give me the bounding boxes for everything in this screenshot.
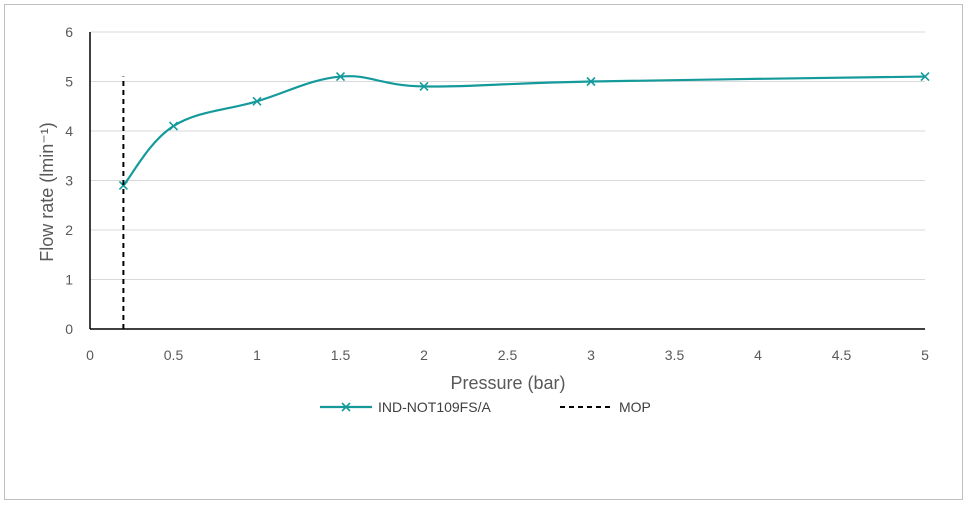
plot-area [118, 71, 930, 329]
x-tick-label: 0 [86, 347, 94, 363]
y-tick-label: 2 [65, 222, 73, 238]
data-point [920, 71, 930, 82]
chart-frame [4, 4, 963, 500]
series-line-ind-not109fs [122, 75, 926, 187]
legend-label: MOP [619, 399, 651, 415]
x-tick-labels: 0 0.5 1 1.5 2 2.5 3 3.5 4 4.5 5 [86, 347, 929, 363]
x-tick-label: 1.5 [331, 347, 351, 363]
data-point [586, 76, 596, 87]
y-tick-label: 5 [65, 74, 73, 90]
gridlines [90, 31, 925, 280]
legend-item: IND-NOT109FS/A [320, 399, 491, 415]
data-point [335, 71, 346, 82]
x-tick-label: 4 [754, 347, 762, 363]
data-point [252, 96, 262, 106]
x-tick-label: 2 [420, 347, 428, 363]
x-tick-label: 5 [921, 347, 929, 363]
y-tick-label: 3 [65, 173, 73, 189]
axes [89, 32, 925, 330]
x-tick-label: 1 [253, 347, 261, 363]
y-tick-label: 4 [65, 123, 73, 139]
legend-label: IND-NOT109FS/A [378, 399, 491, 415]
y-tick-label: 0 [65, 321, 73, 337]
x-tick-label: 3 [587, 347, 595, 363]
data-point [118, 180, 128, 191]
y-tick-label: 1 [65, 272, 73, 288]
y-tick-label: 6 [65, 24, 73, 40]
x-axis-title: Pressure (bar) [450, 373, 565, 393]
legend: IND-NOT109FS/A MOP [320, 399, 651, 415]
x-tick-label: 2.5 [498, 347, 518, 363]
y-tick-labels: 0 1 2 3 4 5 6 [65, 24, 73, 337]
x-tick-label: 0.5 [164, 347, 184, 363]
x-tick-label: 3.5 [665, 347, 685, 363]
data-point [419, 81, 429, 92]
data-point [168, 121, 179, 131]
legend-marker [341, 402, 351, 412]
x-tick-label: 4.5 [832, 347, 852, 363]
legend-item: MOP [560, 399, 651, 415]
y-axis-title: Flow rate (lmin⁻¹) [37, 122, 57, 262]
